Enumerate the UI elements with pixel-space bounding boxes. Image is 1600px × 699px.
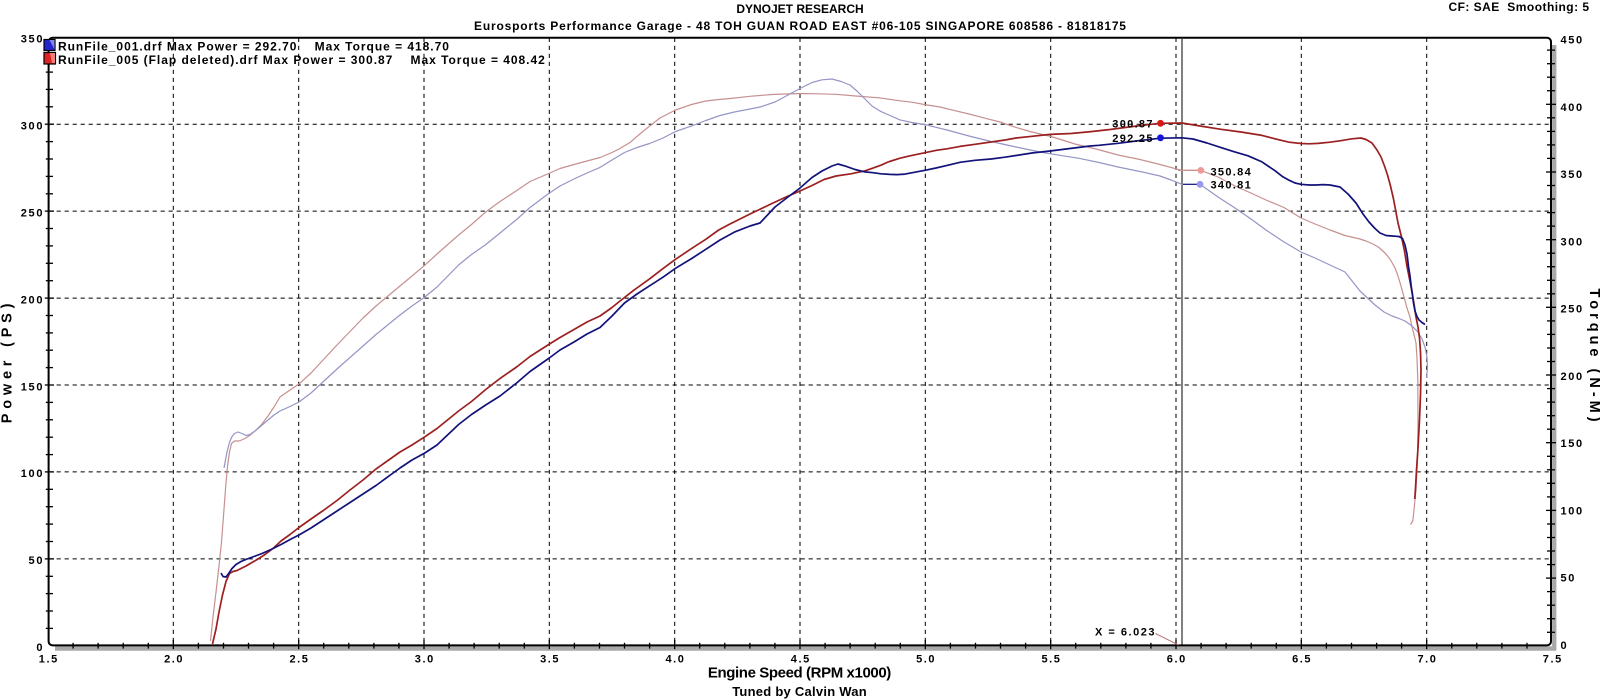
- svg-text:50: 50: [29, 555, 45, 567]
- svg-text:3.0: 3.0: [415, 654, 435, 666]
- svg-text:RunFile_005 (Flap deleted).drf: RunFile_005 (Flap deleted).drf Max Power…: [58, 53, 546, 67]
- svg-text:2.5: 2.5: [289, 654, 309, 666]
- svg-text:150: 150: [21, 381, 44, 393]
- svg-text:3.5: 3.5: [540, 654, 560, 666]
- svg-text:300.87: 300.87: [1112, 118, 1154, 130]
- svg-text:292.25: 292.25: [1112, 133, 1154, 145]
- svg-text:Power (PS): Power (PS): [0, 299, 16, 424]
- svg-text:350.84: 350.84: [1211, 166, 1253, 178]
- svg-text:300: 300: [21, 121, 44, 133]
- svg-text:50: 50: [1561, 573, 1577, 585]
- svg-text:5.0: 5.0: [916, 654, 936, 666]
- svg-text:1.5: 1.5: [39, 654, 59, 666]
- svg-text:7.0: 7.0: [1417, 654, 1437, 666]
- svg-text:450: 450: [1561, 35, 1584, 47]
- svg-text:250: 250: [21, 207, 44, 219]
- svg-text:340.81: 340.81: [1211, 180, 1253, 192]
- svg-text:CF: SAE Smoothing: 5: CF: SAE Smoothing: 5: [1449, 0, 1590, 14]
- svg-text:6.0: 6.0: [1167, 654, 1187, 666]
- svg-text:250: 250: [1561, 304, 1584, 316]
- svg-text:200: 200: [1561, 371, 1584, 383]
- svg-text:Torque (N-M): Torque (N-M): [1586, 288, 1600, 425]
- svg-text:Engine Speed (RPM x1000): Engine Speed (RPM x1000): [708, 665, 891, 682]
- svg-text:200: 200: [21, 294, 44, 306]
- svg-text:Eurosports Performance Garage: Eurosports Performance Garage - 48 TOH G…: [474, 19, 1127, 33]
- svg-text:0: 0: [1561, 640, 1569, 652]
- svg-text:150: 150: [1561, 438, 1584, 450]
- svg-text:0: 0: [36, 642, 44, 654]
- svg-text:350: 350: [21, 34, 44, 46]
- svg-text:4.0: 4.0: [665, 654, 685, 666]
- svg-text:Tuned by Calvin Wan: Tuned by Calvin Wan: [732, 684, 867, 699]
- svg-text:100: 100: [21, 468, 44, 480]
- svg-text:X = 6.023: X = 6.023: [1095, 626, 1156, 638]
- svg-text:400: 400: [1561, 102, 1584, 114]
- svg-text:300: 300: [1561, 236, 1584, 248]
- svg-text:6.5: 6.5: [1292, 654, 1312, 666]
- svg-text:7.5: 7.5: [1543, 654, 1563, 666]
- svg-text:DYNOJET RESEARCH: DYNOJET RESEARCH: [736, 2, 863, 16]
- svg-text:350: 350: [1561, 169, 1584, 181]
- svg-text:RunFile_001.drf Max Power = 29: RunFile_001.drf Max Power = 292.70 Max T…: [58, 39, 450, 53]
- svg-text:100: 100: [1561, 505, 1584, 517]
- svg-text:4.5: 4.5: [791, 654, 811, 666]
- svg-text:2.0: 2.0: [164, 654, 184, 666]
- svg-text:5.5: 5.5: [1041, 654, 1061, 666]
